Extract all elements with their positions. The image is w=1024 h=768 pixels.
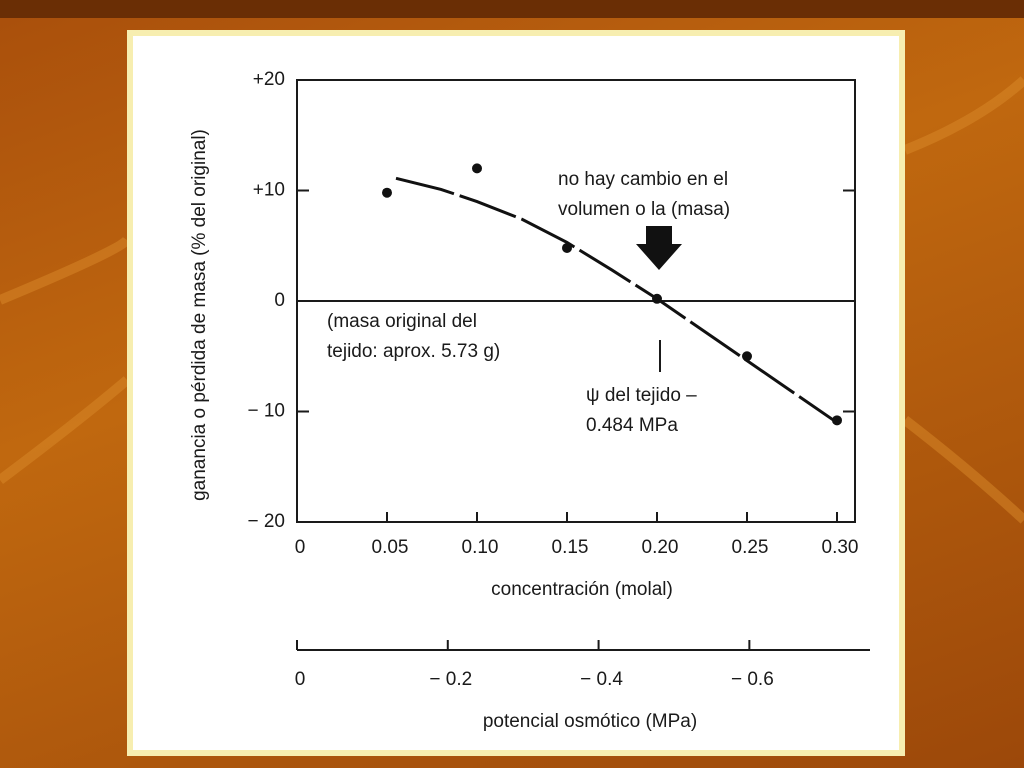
data-point [742,351,752,362]
x2-tick-label: − 0.4 [580,669,623,690]
x2-axis-title: potencial osmótico (MPa) [483,711,697,732]
annotation: tejido: aprox. 5.73 g) [327,341,500,362]
data-point [652,293,662,304]
y-tick-label: +20 [253,69,285,90]
x2-tick-label: − 0.2 [429,669,472,690]
annotation: 0.484 MPa [586,415,678,436]
x-tick-label: 0.25 [732,537,769,558]
x-tick-label: 0.15 [552,537,589,558]
y-axis-title: ganancia o pérdida de masa (% del origin… [189,129,210,501]
data-point [832,415,842,426]
y-tick-label: − 10 [247,401,285,422]
y-tick-label: − 20 [247,511,285,532]
arrow [636,226,682,270]
annotation: (masa original del [327,311,477,332]
fit-curve [395,176,838,424]
x-tick-label: 0.20 [642,537,679,558]
top-band [0,0,1024,18]
annotation: volumen o la (masa) [558,199,730,220]
y-tick-label: +10 [253,180,285,201]
image-background [133,36,899,750]
x-tick-label: 0.05 [372,537,409,558]
x-tick-label: 0.10 [462,537,499,558]
x-tick-label: 0 [295,537,306,558]
data-point [382,187,392,198]
x2-tick-label: − 0.6 [731,669,774,690]
leaf-decoration [0,76,1024,524]
annotation: no hay cambio en el [558,169,728,190]
annotation: ψ del tejido – [586,385,697,406]
x-axis-title: concentración (molal) [491,579,673,600]
data-point [472,163,482,174]
data-point [562,242,572,253]
x2-tick-label: 0 [295,669,306,690]
x-tick-label: 0.30 [822,537,859,558]
y-tick-label: 0 [274,290,285,311]
